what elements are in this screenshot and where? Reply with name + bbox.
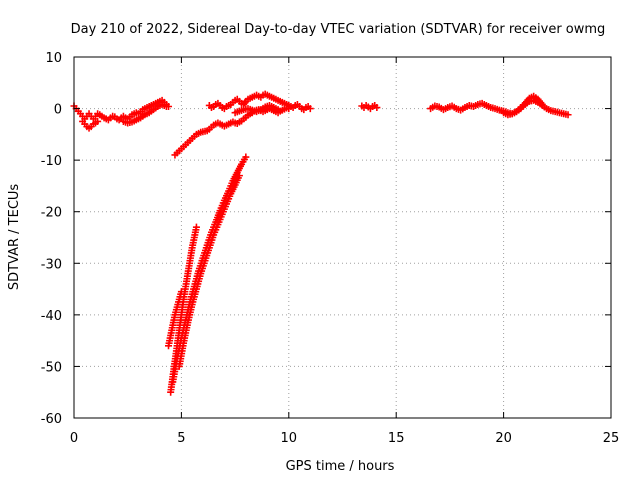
series-depletion-d <box>175 172 243 370</box>
series-baseline-early-dip <box>79 117 102 132</box>
x-tick-label: 5 <box>177 431 185 446</box>
series-depletion-b <box>165 288 185 350</box>
x-tick-label: 25 <box>603 431 620 446</box>
chart-title: Day 210 of 2022, Sidereal Day-to-day VTE… <box>71 22 606 37</box>
grid-lines <box>74 57 611 418</box>
x-tick-label: 0 <box>70 431 78 446</box>
series-baseline-rising-arc <box>171 104 293 159</box>
axis-ticks: 0 5 10 15 20 25 10 0 -10 -20 -30 -40 -50 -60 <box>41 51 620 446</box>
series-baseline-14h <box>358 101 381 113</box>
data-point <box>538 100 546 108</box>
data-point <box>306 105 314 113</box>
y-tick-label: -40 <box>41 309 62 324</box>
data-point <box>235 172 243 180</box>
y-tick-label: -20 <box>41 206 62 221</box>
data-point <box>242 153 250 161</box>
y-tick-label: -10 <box>41 154 62 169</box>
series-baseline-late-b <box>500 92 546 119</box>
plot-frame <box>73 56 612 419</box>
series-baseline-early-b <box>119 100 170 127</box>
data-points <box>70 90 572 396</box>
data-point <box>373 104 381 112</box>
series-baseline-mid <box>205 90 314 114</box>
data-point <box>94 117 102 125</box>
y-tick-label: 10 <box>45 51 62 66</box>
data-point <box>162 103 170 111</box>
x-tick-label: 15 <box>388 431 405 446</box>
y-tick-label: -60 <box>41 412 62 427</box>
x-axis-label: GPS time / hours <box>286 459 395 474</box>
y-tick-label: -30 <box>41 257 62 272</box>
x-tick-label: 10 <box>281 431 298 446</box>
data-point <box>192 223 200 231</box>
data-point <box>285 105 293 113</box>
x-tick-label: 20 <box>495 431 512 446</box>
y-axis-label: SDTVAR / TECUs <box>7 184 22 291</box>
y-tick-label: 0 <box>54 103 62 118</box>
data-point <box>564 111 572 119</box>
data-point <box>177 288 185 296</box>
y-tick-label: -50 <box>41 360 62 375</box>
